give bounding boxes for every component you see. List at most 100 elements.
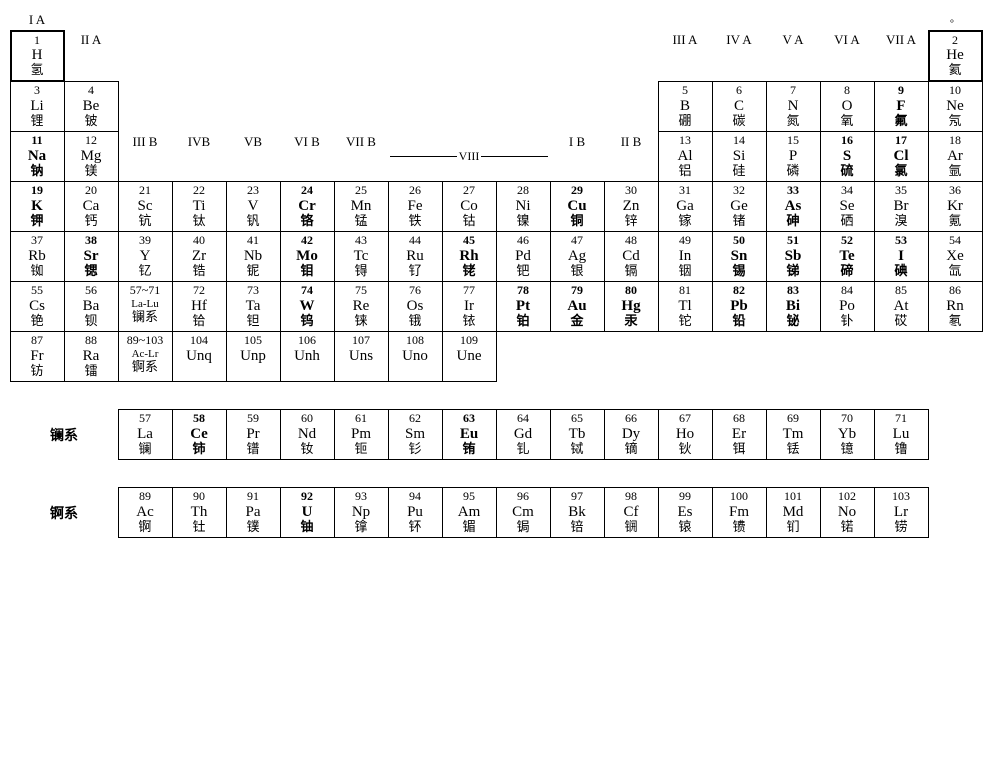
element-re: 75Re铼 — [334, 281, 389, 332]
element-md: 101Md钔 — [766, 487, 821, 538]
element-rb: 37Rb铷 — [10, 231, 65, 282]
element-li: 3Li锂 — [10, 81, 65, 132]
element-na: 11Na钠 — [10, 131, 65, 182]
group-label-5: VB — [226, 132, 280, 152]
group-label-7: VII B — [334, 132, 388, 152]
element-ag: 47Ag银 — [550, 231, 605, 282]
element-unp: 105Unp — [226, 331, 281, 382]
element-hg: 80Hg汞 — [604, 281, 659, 332]
element-u: 92U铀 — [280, 487, 335, 538]
element-po: 84Po钋 — [820, 281, 875, 332]
element-he: 2 He 氦 — [928, 30, 983, 83]
element-cr: 24Cr铬 — [280, 181, 335, 232]
element-np: 93Np镎 — [334, 487, 389, 538]
element-ce: 58Ce铈 — [172, 409, 227, 460]
element-tl: 81Tl铊 — [658, 281, 713, 332]
group-label-16: VI A — [820, 30, 874, 50]
element-ga: 31Ga镓 — [658, 181, 713, 232]
element-unh: 106Unh — [280, 331, 335, 382]
group-label-13: III A — [658, 30, 712, 50]
element-ta: 73Ta钽 — [226, 281, 281, 332]
element-ti: 22Ti钛 — [172, 181, 227, 232]
element-la: 57La镧 — [118, 409, 173, 460]
element-ge: 32Ge锗 — [712, 181, 767, 232]
group-label-12: II B — [604, 132, 658, 152]
element-nb: 41Nb铌 — [226, 231, 281, 282]
element-er: 68Er铒 — [712, 409, 767, 460]
element-pr: 59Pr镨 — [226, 409, 281, 460]
element-bk: 97Bk锫 — [550, 487, 605, 538]
actinide-row: 锕系 89Ac锕 90Th钍 91Pa镤 92U铀 93Np镎 94Pu钚 95… — [10, 488, 990, 538]
element-lr: 103Lr铹 — [874, 487, 929, 538]
element-y: 39Y钇 — [118, 231, 173, 282]
element-la-range: 57~71La-Lu镧系 — [118, 281, 173, 332]
element-yb: 70Yb镱 — [820, 409, 875, 460]
element-uns: 107Uns — [334, 331, 389, 382]
element-au: 79Au金 — [550, 281, 605, 332]
element-te: 52Te碲 — [820, 231, 875, 282]
element-tm: 69Tm铥 — [766, 409, 821, 460]
element-o: 8O氧 — [820, 81, 875, 132]
element-pd: 46Pd钯 — [496, 231, 551, 282]
element-gd: 64Gd钆 — [496, 409, 551, 460]
element-fm: 100Fm镄 — [712, 487, 767, 538]
element-se: 34Se硒 — [820, 181, 875, 232]
group-label-1: I A — [10, 10, 64, 30]
main-grid: I A 。 1 H 氢 II A III A IV A V A VI A VII… — [10, 10, 990, 382]
element-al: 13Al铝 — [658, 131, 713, 182]
element-ar: 18Ar氩 — [928, 131, 983, 182]
element-ac-range: 89~103Ac-Lr锕系 — [118, 331, 173, 382]
element-cd: 48Cd镉 — [604, 231, 659, 282]
element-ba: 56Ba钡 — [64, 281, 119, 332]
element-am: 95Am镅 — [442, 487, 497, 538]
element-sn: 50Sn锡 — [712, 231, 767, 282]
element-f: 9F氟 — [874, 81, 929, 132]
element-si: 14Si硅 — [712, 131, 767, 182]
element-cs: 55Cs铯 — [10, 281, 65, 332]
group-label-14: IV A — [712, 30, 766, 50]
element-rn: 86Rn氡 — [928, 281, 983, 332]
element-mn: 25Mn锰 — [334, 181, 389, 232]
element-be: 4Be铍 — [64, 81, 119, 132]
top-marker: 。 — [928, 10, 982, 22]
element-br: 35Br溴 — [874, 181, 929, 232]
group-label-11: I B — [550, 132, 604, 152]
periodic-table: I A 。 1 H 氢 II A III A IV A V A VI A VII… — [10, 10, 990, 538]
element-ni: 28Ni镍 — [496, 181, 551, 232]
element-at: 85At砹 — [874, 281, 929, 332]
element-ru: 44Ru钌 — [388, 231, 443, 282]
element-tc: 43Tc锝 — [334, 231, 389, 282]
element-ne: 10Ne氖 — [928, 81, 983, 132]
element-h: 1 H 氢 — [10, 30, 65, 83]
element-co: 27Co钴 — [442, 181, 497, 232]
element-v: 23V钒 — [226, 181, 281, 232]
element-s: 16S硫 — [820, 131, 875, 182]
element-kr: 36Kr氪 — [928, 181, 983, 232]
element-cm: 96Cm锔 — [496, 487, 551, 538]
group-label-2: II A — [64, 30, 118, 50]
element-sr: 38Sr锶 — [64, 231, 119, 282]
element-no: 102No锘 — [820, 487, 875, 538]
element-eu: 63Eu铕 — [442, 409, 497, 460]
element-os: 76Os锇 — [388, 281, 443, 332]
lanthanide-row: 镧系 57La镧 58Ce铈 59Pr镨 60Nd钕 61Pm钷 62Sm钐 6… — [10, 410, 990, 460]
element-fr: 87Fr钫 — [10, 331, 65, 382]
element-mo: 42Mo钼 — [280, 231, 335, 282]
group-label-4: IVB — [172, 132, 226, 152]
element-pa: 91Pa镤 — [226, 487, 281, 538]
element-zr: 40Zr锆 — [172, 231, 227, 282]
element-hf: 72Hf铪 — [172, 281, 227, 332]
element-ir: 77Ir铱 — [442, 281, 497, 332]
element-rh: 45Rh铑 — [442, 231, 497, 282]
element-fe: 26Fe铁 — [388, 181, 443, 232]
element-bi: 83Bi铋 — [766, 281, 821, 332]
element-sb: 51Sb锑 — [766, 231, 821, 282]
element-c: 6C碳 — [712, 81, 767, 132]
element-nd: 60Nd钕 — [280, 409, 335, 460]
element-k: 19K钾 — [10, 181, 65, 232]
element-une: 109Une — [442, 331, 497, 382]
element-b: 5B硼 — [658, 81, 713, 132]
element-p: 15P磷 — [766, 131, 821, 182]
element-ho: 67Ho钬 — [658, 409, 713, 460]
element-uno: 108Uno — [388, 331, 443, 382]
